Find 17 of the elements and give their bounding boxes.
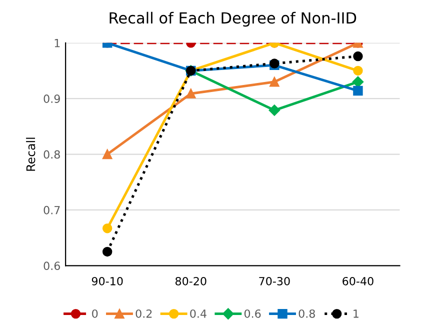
legend-label: 0.2 <box>136 309 152 318</box>
legend-label: 0.8 <box>298 309 315 318</box>
y-tick-label: 0.7 <box>44 206 60 214</box>
legend-label: 0.4 <box>190 309 206 318</box>
legend-label: 0.6 <box>244 309 261 318</box>
y-tick-label: 1 <box>54 39 60 48</box>
x-tick-label: 70-30 <box>259 276 290 286</box>
legend-label: 0 <box>92 309 98 318</box>
legend-label: 1 <box>354 310 358 318</box>
y-tick-label: 0.6 <box>44 262 60 270</box>
x-tick-label: 80-20 <box>175 276 206 286</box>
y-tick-label: 0.9 <box>44 94 60 103</box>
y-axis-title: Recall <box>26 138 36 171</box>
chart-title: Recall of Each Degree of Non-IID <box>110 12 356 27</box>
y-tick-label: 0.8 <box>44 150 60 159</box>
x-tick-label: 90-10 <box>92 276 123 286</box>
x-tick-label: 60-40 <box>342 276 374 286</box>
